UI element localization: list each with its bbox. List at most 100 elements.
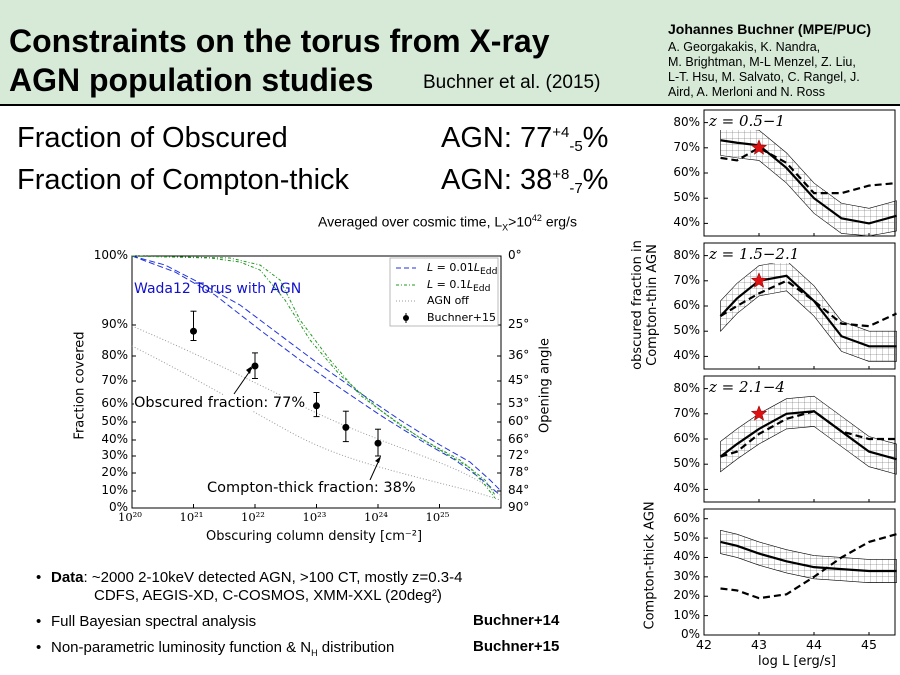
arrow-ct-head <box>375 456 381 463</box>
header-divider <box>0 104 900 106</box>
left-y-tick-label: 30% <box>101 448 128 462</box>
bullet-data: • Data: ~2000 2-10keV detected AGN, >100 … <box>36 568 463 587</box>
panel-label: z = 1.5−2.1 <box>709 245 800 263</box>
right-y-tick-label: 40% <box>673 549 700 564</box>
note-unit: erg/s <box>541 213 577 230</box>
right-y-tick-label: 0% <box>680 627 700 641</box>
ref-buchner14: Buchner+14 <box>473 612 560 629</box>
left-y-tick-label: 70% <box>101 373 128 387</box>
left-x-tick-label: 10²⁰ <box>118 510 142 524</box>
uncertainty-band <box>720 124 897 237</box>
right-panel-frame <box>703 508 896 636</box>
ct-lower-error: -7 <box>569 180 583 197</box>
legend-label: L = 0.1LEdd <box>427 278 491 295</box>
right-y-tick-label: 84° <box>508 483 530 497</box>
bullet-data-line2: CDFS, AEGIS-XD, C-COSMOS, XMM-XXL (20deg… <box>94 587 442 604</box>
compton-thick-label: Fraction of Compton-thick <box>17 164 350 196</box>
right-y-tick-label: 40% <box>673 348 700 363</box>
arrow-ct <box>369 457 381 481</box>
data-point <box>190 327 197 335</box>
right-y-axis-label-bottom: Compton-thick AGN <box>642 501 658 630</box>
right-y-tick-label: 80% <box>673 380 700 395</box>
annotation-obscured: Obscured fraction: 77% <box>134 395 306 411</box>
annotation-wada: Wada12 Torus with AGN <box>134 281 302 297</box>
right-y-tick-label: 70% <box>673 405 700 420</box>
ct-upper-error: +8 <box>552 166 570 183</box>
right-y-tick-label: 50% <box>673 456 700 471</box>
legend-label: Buchner+15 <box>427 311 497 324</box>
left-y-tick-label: 0% <box>108 500 128 514</box>
note-sup: 42 <box>531 213 542 223</box>
bullet-lf-text: Non-parametric luminosity function & N <box>51 639 312 656</box>
left-y-tick-label: 50% <box>101 414 128 428</box>
legend-label: AGN off <box>427 294 469 307</box>
presenter-name: Johannes Buchner (MPE/PUC) <box>668 21 872 37</box>
dashed-model-line <box>719 279 897 328</box>
solid-median-line <box>719 410 897 461</box>
right-x-tick-label: 45 <box>861 637 877 652</box>
slide-title: Constraints on the torus from X-ray AGN … <box>9 23 550 98</box>
obscured-value-main: AGN: 77 <box>441 122 553 154</box>
reference-star <box>750 405 768 421</box>
right-y-tick-label: 70% <box>673 139 700 154</box>
dashed-model-line <box>720 533 897 600</box>
curve-agn-off-2 <box>131 345 501 501</box>
bullet-bayesian: • Full Bayesian spectral analysis <box>36 612 257 631</box>
solid-median-line <box>719 274 897 348</box>
data-point <box>251 362 259 370</box>
right-y-tick-label: 53° <box>508 396 530 410</box>
ct-percent: % <box>582 164 609 196</box>
right-y-tick-label: 40% <box>673 481 700 496</box>
right-y-tick-label: 50% <box>673 323 700 338</box>
left-y-tick-label: 20% <box>101 465 128 479</box>
compton-thick-value: AGN: 38+8-7% <box>441 164 608 197</box>
right-y-tick-label: 45° <box>508 373 530 387</box>
note-text2: >10 <box>508 213 532 230</box>
obscured-lower-error: -5 <box>569 138 583 155</box>
panel-label: z = 0.5−1 <box>709 112 785 130</box>
annotation-compton-thick: Compton-thick fraction: 38% <box>207 480 416 496</box>
left-x-tick-label: 10²¹ <box>179 510 204 524</box>
data-point <box>313 402 320 410</box>
left-y-tick-label: 40% <box>101 432 128 446</box>
dashed-model-line <box>720 146 897 195</box>
right-y-tick-label: 60% <box>673 431 700 445</box>
arrow-obscured <box>233 367 253 395</box>
right-x-tick-label: 43 <box>751 637 767 652</box>
right-y-tick-label: 78° <box>508 465 530 479</box>
right-x-axis-label: log L [erg/s] <box>758 654 836 669</box>
right-x-tick-label: 42 <box>696 637 712 652</box>
right-y-tick-label: 40% <box>673 215 700 230</box>
right-y-tick-label: 10% <box>673 607 700 622</box>
right-y-tick-label: 60% <box>673 165 700 179</box>
obscured-value: AGN: 77+4-5% <box>441 122 608 155</box>
left-y-tick-label: 60% <box>101 396 128 410</box>
left-x-tick-label: 10²⁴ <box>364 510 388 524</box>
right-y-tick-label: 0° <box>508 248 522 262</box>
right-y-axis-label: Opening angle <box>537 337 553 434</box>
right-y-tick-label: 20% <box>673 588 700 603</box>
arrow-obscured-head <box>246 366 252 374</box>
left-y-tick-label: 80% <box>101 348 128 362</box>
right-y-tick-label: 50% <box>673 530 700 545</box>
ct-value-main: AGN: 38 <box>441 164 553 196</box>
legend-swatch-point <box>403 315 409 321</box>
uncertainty-band <box>720 260 897 362</box>
right-y-tick-label: 70% <box>673 272 700 287</box>
header-band <box>0 0 900 104</box>
right-y-tick-label: 25° <box>508 317 530 331</box>
right-y-tick-label: 80% <box>673 247 700 262</box>
left-y-tick-label: 10% <box>101 483 128 497</box>
reference-star <box>750 139 768 155</box>
right-y-tick-label: 50% <box>673 190 700 205</box>
left-x-tick-label: 10²⁵ <box>425 510 450 524</box>
left-y-axis-label: Fraction covered <box>72 331 88 440</box>
right-y-tick-label: 60% <box>673 510 700 525</box>
left-y-tick-label: 100% <box>93 248 128 262</box>
left-y-tick-label: 90% <box>101 317 128 331</box>
bullet-bayesian-text: Full Bayesian spectral analysis <box>51 613 257 630</box>
right-y-tick-label: 30% <box>673 568 700 583</box>
uncertainty-band <box>720 529 897 583</box>
left-x-tick-label: 10²² <box>241 510 265 524</box>
bullet-dot: • <box>36 613 42 630</box>
